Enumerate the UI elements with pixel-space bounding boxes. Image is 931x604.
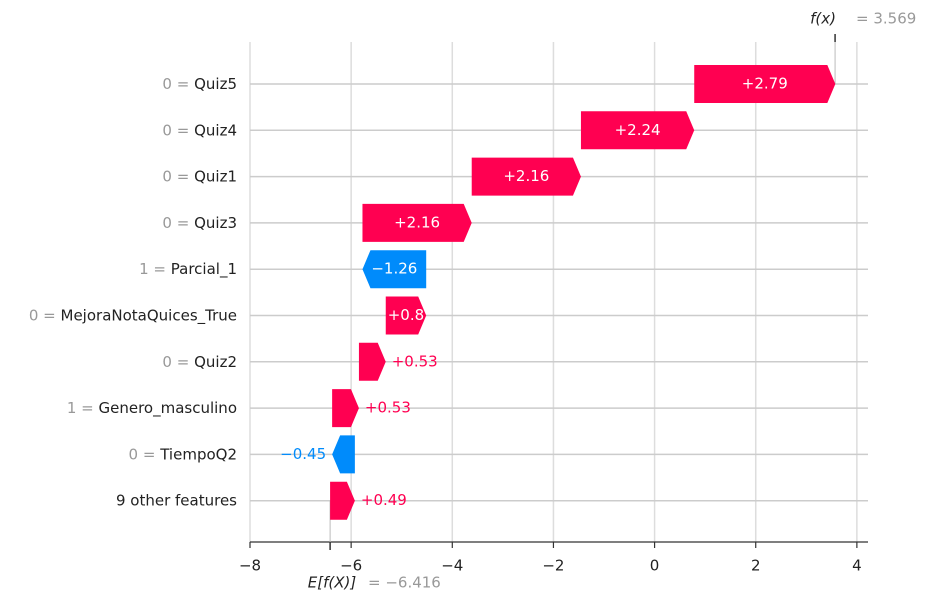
base-value: = −6.416 [368, 574, 441, 592]
bar [362, 203, 472, 242]
bar [694, 65, 836, 103]
bar [358, 342, 386, 381]
feature-name: Quiz4 [194, 121, 237, 139]
x-tick-label: −2 [542, 557, 564, 575]
bar [332, 389, 359, 428]
bar [580, 111, 695, 150]
x-tick-label: −8 [239, 557, 261, 575]
output-label: f(x) [810, 10, 836, 28]
feature-name: Quiz5 [194, 75, 237, 93]
x-tick-label: 2 [751, 557, 761, 575]
feature-name: MejoraNotaQuices_True [61, 306, 237, 325]
equals: = [143, 445, 156, 463]
equals: = [177, 75, 190, 93]
feature-value: 0 [29, 306, 39, 324]
feature-value: 0 [162, 75, 172, 93]
value-label: +0.8 [388, 306, 424, 324]
feature-name: TiempoQ2 [159, 445, 237, 463]
x-tick-label: 4 [852, 557, 862, 575]
feature-value: 0 [162, 121, 172, 139]
x-tick-label: −6 [340, 557, 362, 575]
output-value: = 3.569 [856, 10, 916, 28]
y-label: 0 = MejoraNotaQuices_True [29, 306, 237, 325]
equals: = [153, 260, 166, 278]
equals: = [177, 121, 190, 139]
y-label: 0 = Quiz1 [162, 167, 237, 185]
feature-value: 0 [162, 213, 172, 231]
y-label: 0 = Quiz3 [162, 213, 237, 231]
bar [385, 296, 427, 335]
feature-value: 1 [67, 399, 77, 417]
equals: = [177, 352, 190, 370]
feature-name: Parcial_1 [171, 260, 237, 279]
value-label: +2.79 [742, 75, 788, 93]
value-label: +2.24 [615, 121, 661, 139]
y-label: 0 = TiempoQ2 [129, 445, 237, 463]
value-label: +2.16 [503, 167, 549, 185]
feature-name: Genero_masculino [99, 399, 238, 418]
feature-name: Quiz2 [194, 352, 237, 370]
value-label: +0.53 [365, 399, 411, 417]
feature-value: 0 [162, 352, 172, 370]
equals: = [43, 306, 56, 324]
value-label: +2.16 [394, 213, 440, 231]
x-tick-label: −4 [441, 557, 463, 575]
x-tick-label: 0 [650, 557, 660, 575]
y-label: 1 = Genero_masculino [67, 399, 237, 418]
feature-name: Quiz3 [194, 213, 237, 231]
y-label: 9 other features [116, 491, 237, 509]
y-label: 0 = Quiz4 [162, 121, 237, 139]
feature-value: 1 [139, 260, 149, 278]
feature-name: 9 other features [116, 491, 237, 509]
equals: = [177, 213, 190, 231]
feature-value: 0 [162, 167, 172, 185]
feature-value: 0 [129, 445, 139, 463]
value-label: −0.45 [280, 445, 326, 463]
equals: = [177, 167, 190, 185]
y-label: 0 = Quiz2 [162, 352, 237, 370]
bar [471, 157, 581, 196]
bar [330, 481, 355, 520]
value-label: +0.49 [361, 491, 407, 509]
bar [362, 250, 427, 289]
y-label: 0 = Quiz5 [162, 75, 237, 93]
equals: = [81, 399, 94, 417]
feature-name: Quiz1 [194, 167, 237, 185]
bar [332, 435, 355, 474]
base-label: E[f(X)] [308, 574, 357, 592]
value-label: −1.26 [371, 260, 417, 278]
value-label: +0.53 [392, 352, 438, 370]
y-label: 1 = Parcial_1 [139, 260, 237, 279]
